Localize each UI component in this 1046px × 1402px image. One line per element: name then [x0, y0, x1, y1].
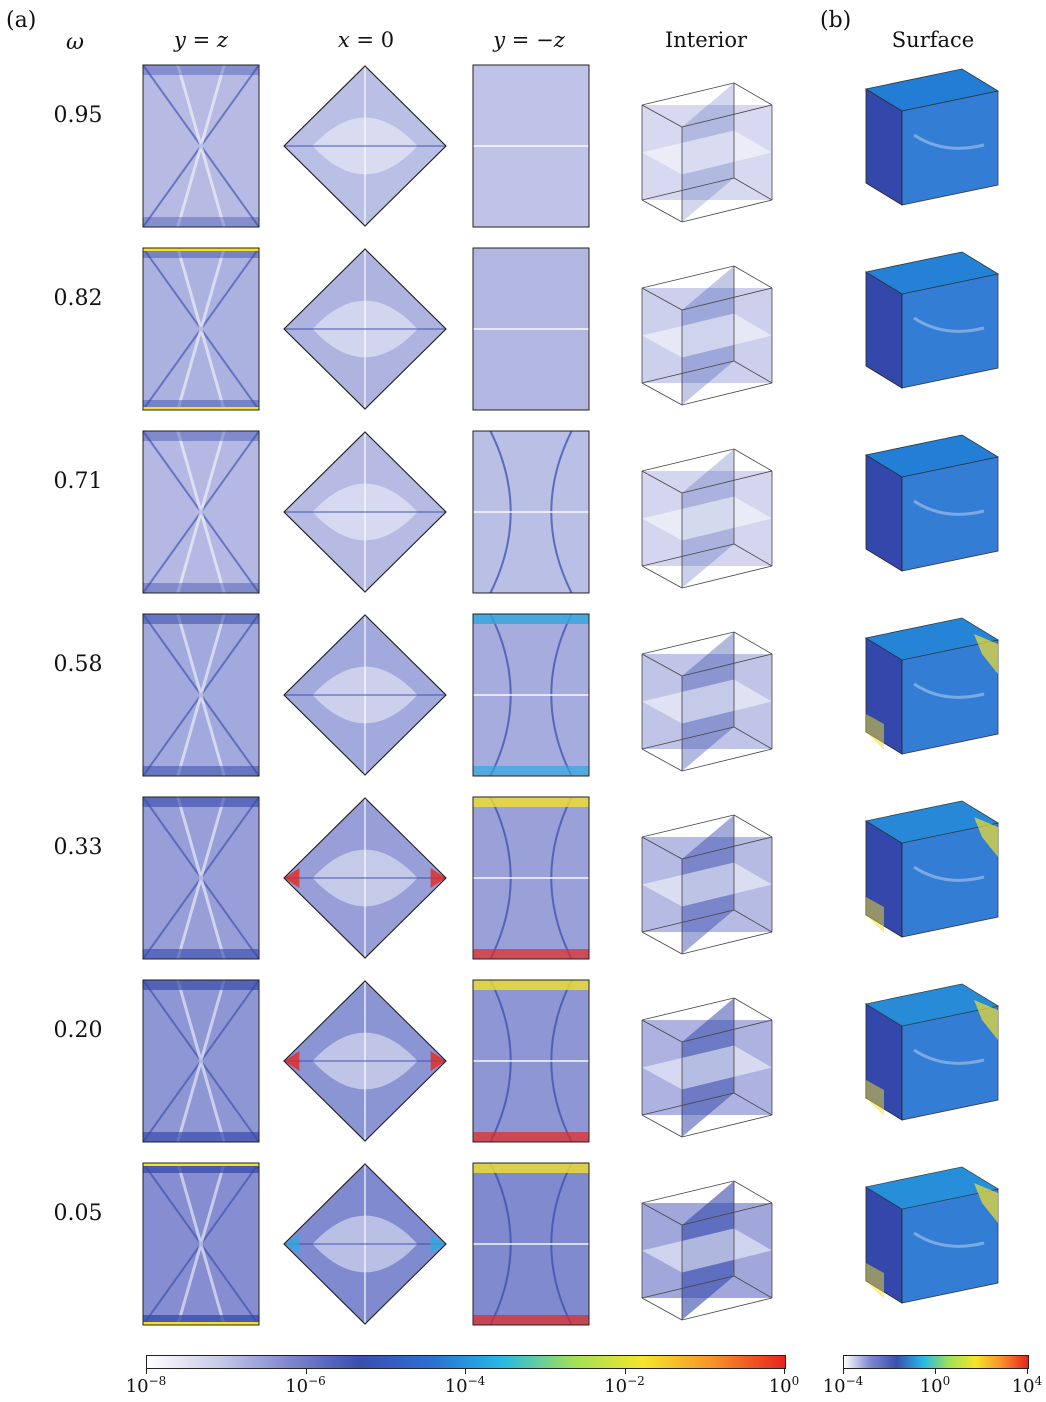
slice-y-eq-z — [142, 796, 260, 960]
slice-y-eq-z — [142, 247, 260, 411]
omega-label: 0.71 — [53, 469, 103, 494]
colorbar-a-tick-mark — [624, 1368, 626, 1374]
colorbar-b-tick-label: 10−4 — [822, 1374, 864, 1397]
colorbar-a-tick-label: 100 — [768, 1374, 800, 1397]
omega-label: 0.05 — [53, 1201, 103, 1226]
surface-cube — [864, 434, 1000, 572]
slice-y-eq-minus-z — [472, 1162, 590, 1326]
slice-y-eq-z — [142, 430, 260, 594]
slice-x-eq-0 — [283, 431, 447, 593]
slice-x-eq-0 — [283, 797, 447, 959]
omega-label: 0.95 — [53, 103, 103, 128]
slice-y-eq-minus-z — [472, 430, 590, 594]
slice-y-eq-minus-z — [472, 247, 590, 411]
interior-cube — [641, 631, 773, 772]
interior-cube — [641, 265, 773, 406]
column-header-y-eq-minus-z: y = −z — [493, 28, 565, 52]
column-header-surface: Surface — [891, 28, 975, 52]
colorbar-a-tick-mark — [465, 1368, 466, 1374]
surface-cube — [864, 1166, 1000, 1304]
column-header-y-eq-z: y = z — [174, 28, 228, 52]
panel-label-b: (b) — [820, 8, 852, 33]
panel-label-a: (a) — [6, 8, 37, 33]
omega-label: 0.58 — [53, 652, 103, 677]
interior-cube — [641, 997, 773, 1138]
slice-x-eq-0 — [283, 248, 447, 410]
colorbar-a-tick-label: 10−8 — [125, 1374, 167, 1397]
slice-x-eq-0 — [283, 980, 447, 1142]
colorbar-a — [146, 1355, 786, 1369]
colorbar-b-tick-mark — [1027, 1368, 1028, 1374]
omega-label: 0.33 — [53, 835, 103, 860]
colorbar-b-tick-label: 100 — [919, 1374, 951, 1397]
omega-header: ω — [66, 30, 84, 55]
surface-cube — [864, 251, 1000, 389]
omega-label: 0.82 — [53, 286, 103, 311]
column-header-interior: Interior — [664, 28, 748, 52]
slice-y-eq-z — [142, 64, 260, 228]
slice-y-eq-minus-z — [472, 613, 590, 777]
slice-y-eq-z — [142, 1162, 260, 1326]
colorbar-a-tick-mark — [146, 1368, 147, 1374]
surface-cube — [864, 617, 1000, 755]
colorbar-b-tick-mark — [843, 1368, 844, 1374]
slice-y-eq-z — [142, 979, 260, 1143]
colorbar-a-tick-label: 10−4 — [444, 1374, 486, 1397]
column-header-x-eq-0: x = 0 — [337, 28, 395, 52]
colorbar-b — [843, 1355, 1029, 1369]
interior-cube — [641, 82, 773, 223]
interior-cube — [641, 1180, 773, 1321]
colorbar-b-tick-label: 104 — [1011, 1374, 1043, 1397]
colorbar-b-tick-mark — [935, 1368, 936, 1374]
colorbar-a-tick-mark — [305, 1368, 307, 1374]
slice-x-eq-0 — [283, 65, 447, 227]
interior-cube — [641, 448, 773, 589]
colorbar-a-tick-label: 10−2 — [604, 1374, 645, 1397]
slice-x-eq-0 — [283, 614, 447, 776]
slice-x-eq-0 — [283, 1163, 447, 1325]
slice-y-eq-minus-z — [472, 979, 590, 1143]
slice-y-eq-minus-z — [472, 64, 590, 228]
surface-cube — [864, 68, 1000, 206]
omega-label: 0.20 — [53, 1018, 103, 1043]
surface-cube — [864, 800, 1000, 938]
colorbar-a-tick-label: 10−6 — [285, 1374, 326, 1397]
slice-y-eq-z — [142, 613, 260, 777]
slice-y-eq-minus-z — [472, 796, 590, 960]
interior-cube — [641, 814, 773, 955]
colorbar-a-tick-mark — [784, 1368, 785, 1374]
surface-cube — [864, 983, 1000, 1121]
